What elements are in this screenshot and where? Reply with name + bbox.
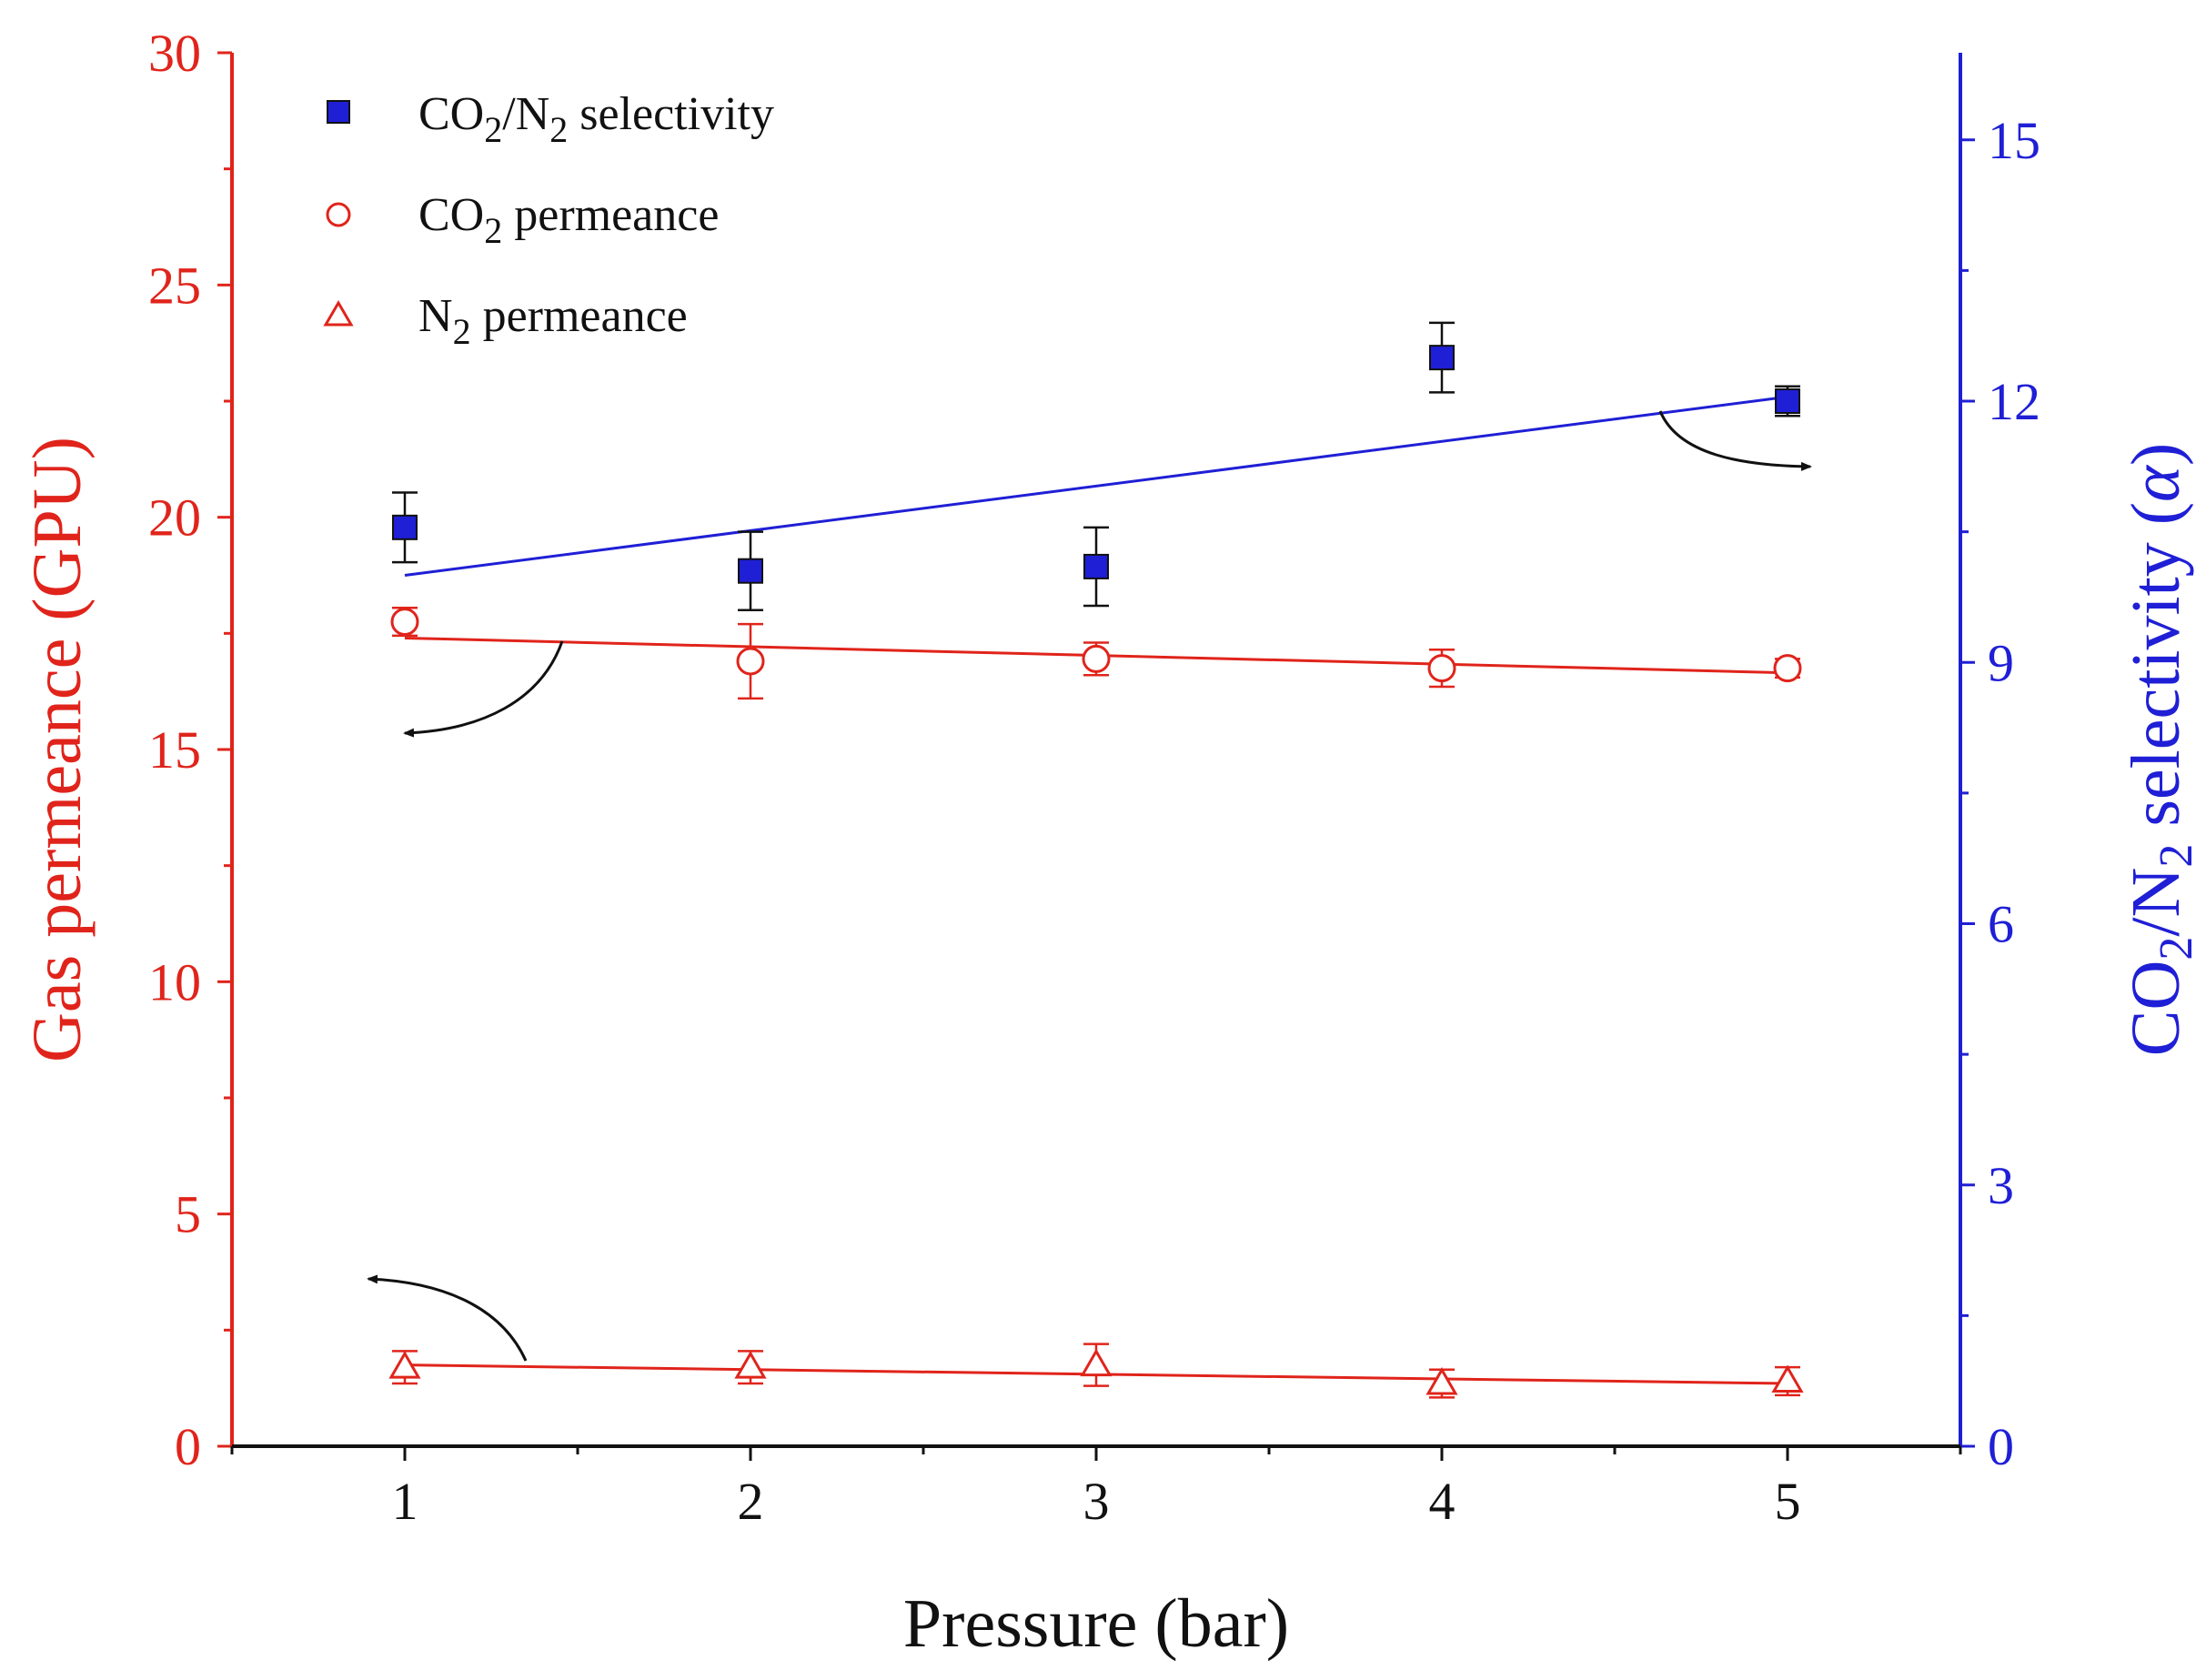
right-axis-ticks: 0 3 6 9 12 15 <box>1960 111 2040 1476</box>
x-axis-tick-label: 5 <box>1775 1472 1801 1531</box>
x-axis-tick-label: 3 <box>1083 1472 1110 1531</box>
left-axis-tick-label: 10 <box>148 952 201 1011</box>
legend-label-subscript: 2 <box>453 311 471 352</box>
legend-label-part: permeance <box>471 290 688 342</box>
annotation-arrows <box>367 410 1812 1362</box>
data-point-circle <box>1773 654 1802 683</box>
data-point-triangle <box>734 1351 767 1379</box>
data-point-square <box>1775 388 1800 414</box>
data-point-square <box>738 558 763 584</box>
left-y-axis-title: Gas permeance (GPU) <box>19 437 96 1062</box>
legend-label-part: N <box>418 290 453 342</box>
legend-label-part: permeance <box>502 189 719 241</box>
right-axis-tick-label: 6 <box>1988 895 2014 954</box>
x-axis-tick-label: 1 <box>392 1472 418 1531</box>
data-point-triangle <box>388 1351 421 1379</box>
right-y-axis-title-part: ) <box>2118 443 2194 466</box>
right-axis-tick-label: 12 <box>1988 372 2040 431</box>
right-y-axis-title-part: selectivity ( <box>2118 502 2194 844</box>
bottom-axis-ticks: 1 2 3 4 5 <box>230 1446 1962 1531</box>
data-point-square <box>1429 345 1455 371</box>
legend-marker-co2 <box>326 202 351 227</box>
right-axis-tick-label: 3 <box>1988 1156 2014 1215</box>
legend-label-co2: CO2 permeance <box>418 189 719 251</box>
right-axis-tick-label: 15 <box>1988 111 2040 170</box>
right-y-axis-title-alpha: α <box>2118 464 2194 502</box>
x-axis-tick-label: 2 <box>738 1472 764 1531</box>
left-axis-tick-label: 30 <box>148 24 201 83</box>
data-point-square <box>392 514 418 540</box>
fit-line-0 <box>404 395 1788 577</box>
legend-label-subscript: 2 <box>549 109 568 150</box>
data-point-circle <box>390 608 419 637</box>
left-axis-ticks: 0 5 10 15 20 25 30 <box>148 24 232 1476</box>
data-point-circle <box>1082 644 1111 673</box>
data-point-triangle <box>1771 1364 1804 1393</box>
right-axis-tick-label: 9 <box>1988 633 2014 692</box>
legend-label-part: selectivity <box>568 88 774 140</box>
error-bars <box>392 321 1800 1399</box>
left-axis-tick-label: 20 <box>148 488 201 548</box>
right-y-axis-title-part: CO <box>2118 961 2194 1057</box>
left-axis-tick-label: 15 <box>148 720 201 780</box>
legend: CO2/N2 selectivity CO2 permeance N2 perm… <box>323 88 774 352</box>
left-axis-tick-label: 5 <box>175 1185 201 1244</box>
left-axis-tick-label: 0 <box>175 1417 201 1476</box>
x-axis-title: Pressure (bar) <box>903 1585 1289 1662</box>
legend-label-part: CO <box>418 189 484 241</box>
legend-label-selectivity: CO2/N2 selectivity <box>418 88 774 150</box>
right-y-axis-title-subscript: 2 <box>2151 844 2202 868</box>
right-y-axis-title-part: /N <box>2118 868 2194 937</box>
right-y-axis-title: CO2/N2 selectivity (α) <box>2118 443 2202 1056</box>
legend-label-subscript: 2 <box>484 109 502 150</box>
legend-label-part: /N <box>502 88 549 140</box>
legend-label-subscript: 2 <box>484 210 502 251</box>
data-point-triangle <box>1425 1367 1458 1395</box>
legend-label-n2: N2 permeance <box>418 290 688 352</box>
legend-label-part: CO <box>418 88 484 140</box>
data-point-circle <box>1427 654 1456 683</box>
x-axis-tick-label: 4 <box>1429 1472 1456 1531</box>
arrow-co2-to-left-axis <box>403 640 564 738</box>
data-point-triangle <box>1080 1348 1113 1377</box>
legend-marker-selectivity <box>327 100 350 124</box>
data-point-circle <box>736 647 765 676</box>
legend-marker-n2 <box>323 300 354 327</box>
right-y-axis-title-subscript: 2 <box>2151 937 2202 961</box>
right-axis-tick-label: 0 <box>1988 1417 2014 1476</box>
arrow-selectivity-to-right-axis <box>1658 410 1812 471</box>
arrow-n2-to-left-axis <box>367 1274 528 1362</box>
data-markers <box>388 345 1804 1395</box>
left-axis-tick-label: 25 <box>148 256 201 315</box>
data-point-square <box>1083 553 1109 579</box>
